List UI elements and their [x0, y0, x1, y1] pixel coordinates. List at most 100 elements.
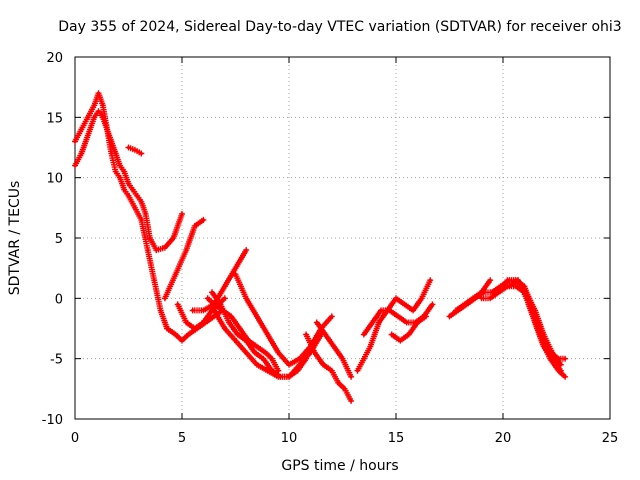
data-point — [255, 363, 259, 367]
series-markers — [72, 108, 185, 254]
data-point — [394, 296, 398, 300]
data-point — [522, 284, 527, 288]
data-point — [557, 369, 561, 373]
data-point — [323, 332, 327, 337]
data-point — [505, 284, 509, 288]
series-track-19 — [504, 277, 569, 362]
data-point — [270, 369, 274, 373]
data-point — [218, 302, 223, 306]
data-point — [236, 332, 240, 337]
data-point — [165, 326, 169, 331]
data-point — [454, 308, 458, 312]
data-point — [126, 194, 131, 198]
data-point — [139, 218, 143, 222]
y-tick-label: -5 — [50, 353, 63, 368]
data-point — [135, 194, 139, 198]
data-point — [79, 127, 84, 131]
data-point — [86, 115, 90, 119]
data-point — [430, 302, 434, 306]
data-point — [398, 338, 402, 343]
data-point — [340, 357, 345, 361]
data-point — [122, 188, 126, 192]
series-track-13 — [354, 277, 434, 374]
data-point — [428, 278, 432, 282]
data-point — [304, 332, 308, 337]
data-point — [180, 338, 184, 343]
data-point — [370, 320, 375, 325]
data-point — [295, 369, 300, 373]
data-point — [201, 308, 205, 312]
data-point — [253, 351, 257, 355]
data-point — [368, 345, 372, 349]
data-point — [387, 308, 392, 312]
data-point — [405, 320, 409, 325]
series-markers — [452, 277, 494, 314]
data-point — [152, 278, 156, 282]
data-point — [184, 320, 188, 325]
x-tick-labels: 0 5 10 15 20 25 — [71, 431, 618, 446]
data-point — [223, 296, 227, 300]
data-point — [223, 284, 227, 288]
data-point — [73, 139, 77, 144]
series-markers — [478, 283, 569, 380]
data-point — [126, 182, 131, 186]
data-point — [163, 246, 167, 250]
data-point — [402, 302, 407, 306]
series-track-11 — [303, 331, 355, 404]
series-track-1 — [72, 108, 185, 254]
series-track-16 — [446, 277, 564, 374]
data-point — [233, 338, 238, 343]
data-point — [96, 91, 101, 95]
data-point — [362, 357, 366, 361]
data-point — [163, 296, 167, 300]
data-point — [146, 248, 150, 252]
data-point — [355, 369, 360, 373]
data-series — [72, 90, 569, 404]
data-point — [191, 308, 195, 312]
y-tick-label: -10 — [42, 413, 63, 428]
data-point — [114, 170, 118, 174]
data-point — [563, 375, 567, 379]
x-tick-label: 0 — [71, 431, 79, 446]
data-point — [497, 290, 501, 294]
data-point — [92, 103, 96, 107]
data-point — [73, 164, 77, 168]
grid-lines — [75, 57, 610, 419]
data-point — [330, 369, 334, 373]
data-point — [131, 188, 135, 192]
series-markers — [504, 277, 569, 362]
data-point — [244, 338, 248, 343]
data-point — [118, 176, 122, 180]
data-point — [193, 224, 197, 228]
data-point — [133, 148, 137, 152]
series-track-9 — [209, 289, 310, 380]
series-track-17 — [452, 277, 494, 314]
data-point — [101, 103, 105, 107]
data-point — [396, 314, 400, 319]
data-point — [92, 115, 96, 119]
series-track-4 — [161, 216, 207, 302]
x-tick-label: 25 — [602, 431, 619, 446]
x-tick-label: 15 — [388, 431, 405, 446]
data-point — [223, 326, 227, 331]
data-point — [266, 369, 270, 373]
data-point — [336, 381, 340, 385]
data-point — [349, 399, 353, 403]
data-point — [514, 284, 518, 288]
data-point — [480, 290, 484, 294]
data-point — [79, 151, 84, 156]
series-track-2 — [72, 90, 226, 344]
data-point — [244, 351, 248, 355]
data-point — [244, 296, 248, 300]
series-track-15 — [388, 313, 429, 344]
data-point — [362, 332, 366, 337]
data-point — [447, 314, 452, 319]
data-point — [548, 357, 552, 361]
data-point — [212, 308, 216, 312]
data-point — [563, 357, 567, 361]
data-point — [238, 326, 242, 331]
data-point — [278, 375, 283, 379]
series-markers — [161, 216, 207, 302]
data-point — [321, 363, 325, 367]
y-tick-label: 10 — [46, 172, 63, 187]
